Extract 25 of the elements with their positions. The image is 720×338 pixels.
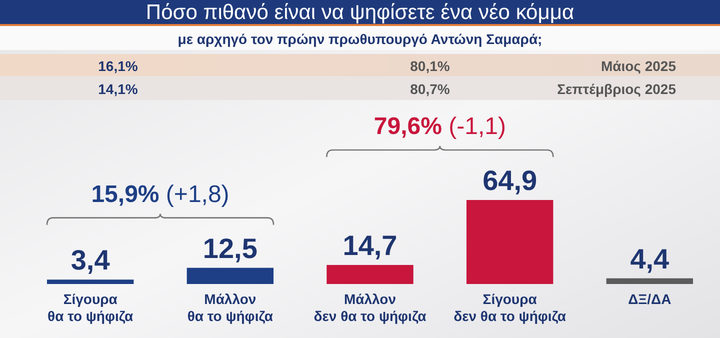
bar (186, 268, 274, 284)
text: 80,7% (410, 81, 450, 97)
text: 14,1% (98, 81, 138, 97)
data-label: 64,9 (482, 165, 538, 196)
text: 80,1% (410, 58, 450, 74)
x-tick-label: Σίγουρα θα το ψήφιζα (48, 291, 134, 324)
annotation: 15,9% (+1,8) (91, 180, 230, 208)
text: Σεπτέμβριος 2025 (557, 81, 676, 97)
data-label: 12,5 (202, 232, 258, 264)
text: 16,1% (98, 58, 138, 74)
data-label: 3,4 (70, 244, 110, 276)
bar (46, 280, 134, 284)
data-label: 14,7 (342, 230, 398, 261)
text: Μάιος 2025 (600, 58, 676, 74)
chart-subtitle: με αρχηγό τον πρώην πρωθυπουργό Αντώνη Σαμαρά; (178, 31, 542, 47)
x-tick-label: Σίγουρα δεν θα το ψήφιζα (454, 291, 566, 324)
x-tick-label: Μάλλον δεν θα το ψήφιζα (314, 291, 427, 324)
bar (326, 264, 414, 284)
bar (606, 278, 694, 284)
chart-title: Πόσο πιθανό είναι να ψηφίσετε ένα νέο κόμμα (146, 1, 574, 24)
x-tick-label: ΔΞ/ΔΑ (628, 291, 672, 307)
text: 79,6% (-1,1) (374, 113, 506, 140)
data-label: 4,4 (630, 243, 670, 274)
x-tick-label: Μάλλον θα το ψήφιζα (187, 291, 274, 324)
bar (466, 200, 554, 284)
